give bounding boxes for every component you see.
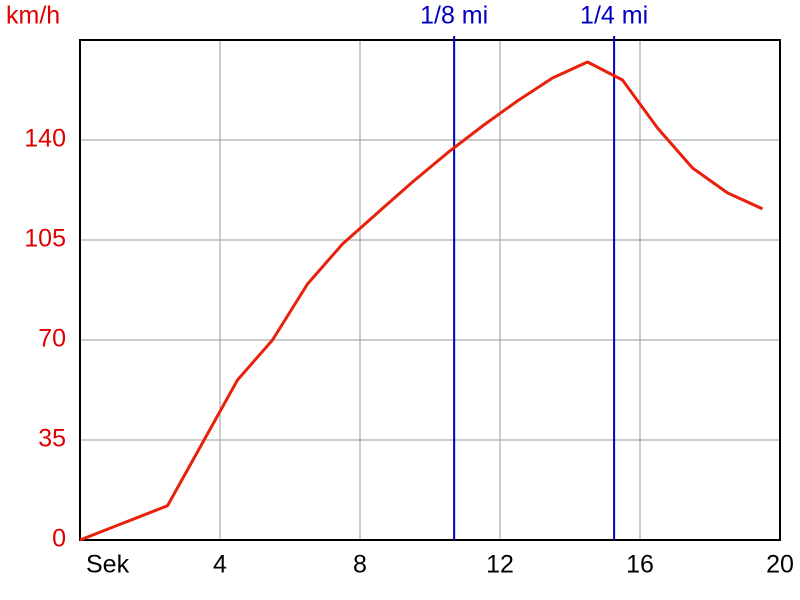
y-tick-label: 70 — [38, 325, 66, 353]
x-tick-label: 16 — [626, 551, 654, 579]
y-tick-label: 0 — [52, 525, 66, 553]
y-axis-label: km/h — [6, 2, 60, 30]
x-tick-label: 4 — [213, 551, 227, 579]
y-tick-label: 35 — [38, 425, 66, 453]
x-tick-label: 8 — [353, 551, 367, 579]
x-tick-label: 20 — [766, 551, 794, 579]
distance-marker-label: 1/8 mi — [420, 2, 488, 30]
distance-marker-label: 1/4 mi — [580, 2, 648, 30]
plot-frame — [79, 39, 781, 541]
x-axis-label: Sek — [86, 551, 130, 579]
y-tick-label: 140 — [24, 125, 66, 153]
speed-line — [79, 60, 764, 542]
x-tick-label: 12 — [486, 551, 514, 579]
y-tick-label: 105 — [24, 225, 66, 253]
